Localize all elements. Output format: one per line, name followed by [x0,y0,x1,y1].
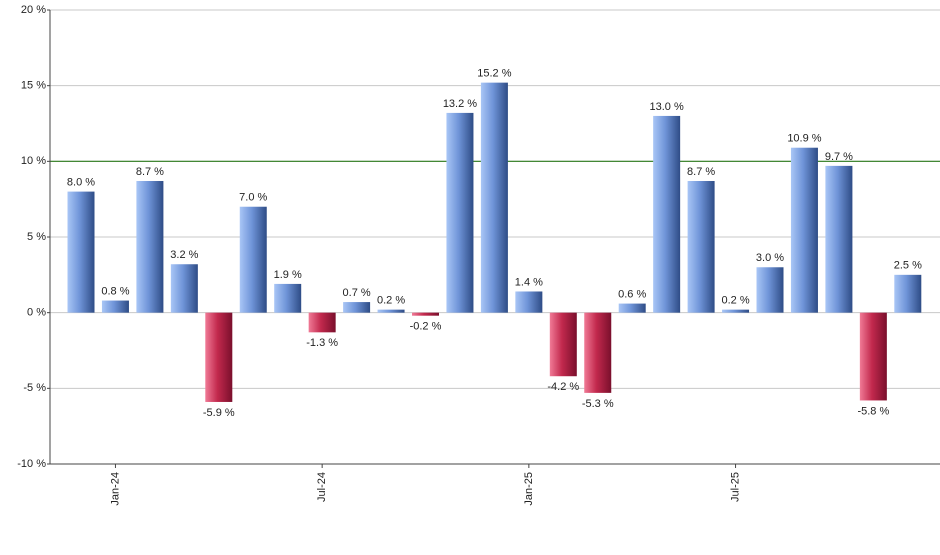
value-label: 2.5 % [894,260,922,272]
value-label: -5.9 % [203,407,235,419]
value-label: -4.2 % [547,381,579,393]
value-label: 0.2 % [377,295,405,307]
bar [618,303,646,313]
x-tick-label: Jan-25 [523,472,535,506]
bar [239,206,267,313]
value-label: 8.7 % [136,166,164,178]
value-label: 8.0 % [67,177,95,189]
value-label: 0.7 % [343,287,371,299]
bar [515,291,543,313]
value-label: 0.2 % [721,295,749,307]
value-label: -1.3 % [306,337,338,349]
bar [894,274,922,313]
bar [480,82,508,313]
y-tick-label: 0 % [27,307,46,319]
bar [790,147,818,313]
value-label: 3.0 % [756,252,784,264]
bar [67,191,95,313]
value-label: -5.8 % [857,405,889,417]
bar [170,264,198,313]
value-label: 1.4 % [515,276,543,288]
bar [101,300,129,313]
bar [549,312,577,377]
bar [205,312,233,402]
bar [687,181,715,313]
y-tick-label: -5 % [23,382,46,394]
bar [722,309,750,313]
bar [377,309,405,313]
value-label: 7.0 % [239,192,267,204]
bar [756,267,784,313]
y-tick-label: 10 % [21,155,46,167]
value-label: 13.2 % [443,98,477,110]
bar [825,165,853,313]
y-tick-label: 5 % [27,231,46,243]
x-tick-label: Jan-24 [109,472,121,506]
value-label: -0.2 % [410,321,442,333]
value-label: 0.6 % [618,288,646,300]
bar [308,312,336,333]
y-tick-label: 20 % [21,4,46,16]
bar [446,112,474,313]
value-label: 15.2 % [477,68,511,80]
bar [412,312,439,316]
value-label: 8.7 % [687,166,715,178]
bar [653,115,681,313]
bar [274,283,302,313]
y-tick-label: 15 % [21,80,46,92]
value-label: 10.9 % [787,133,821,145]
value-label: -5.3 % [582,398,614,410]
x-tick-label: Jul-24 [316,472,328,502]
bar [136,181,164,313]
value-label: 13.0 % [650,101,684,113]
value-label: 1.9 % [274,269,302,281]
y-tick-label: -10 % [17,458,46,470]
bar [584,312,612,393]
value-label: 9.7 % [825,151,853,163]
bar [343,302,371,313]
value-label: 3.2 % [170,249,198,261]
x-tick-label: Jul-25 [729,472,741,502]
value-label: 0.8 % [101,285,129,297]
bar [859,312,887,401]
